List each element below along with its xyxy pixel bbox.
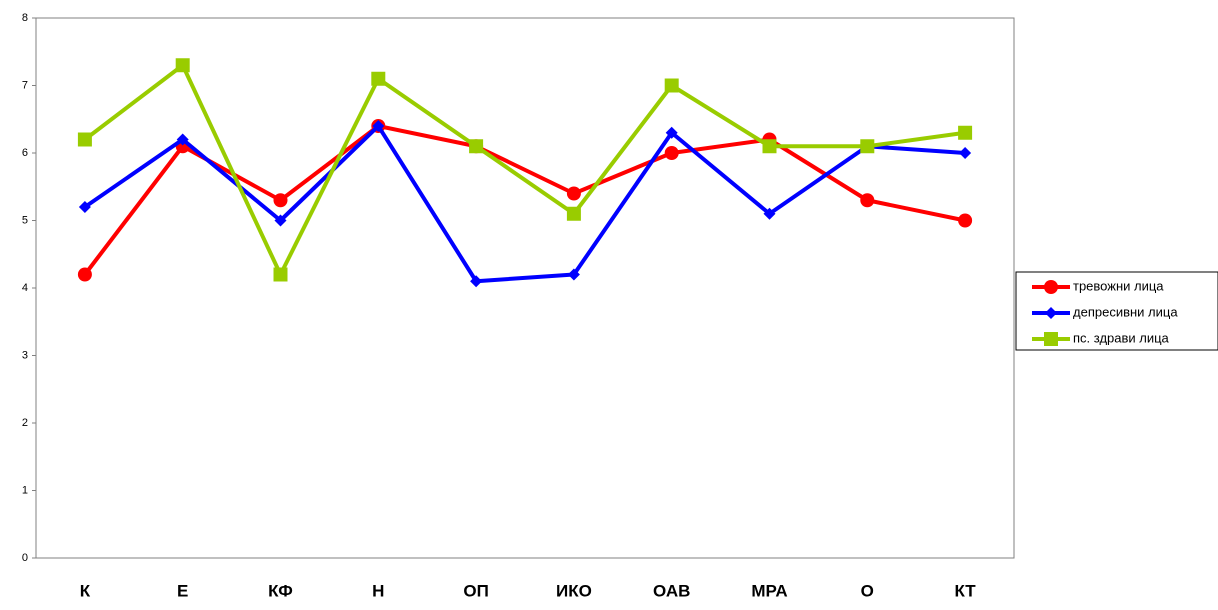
data-point: [77, 267, 92, 282]
data-point: [469, 139, 484, 154]
y-tick-label: 6: [22, 147, 28, 159]
data-point: [78, 201, 91, 213]
data-point: [958, 213, 973, 228]
x-tick-label: МРА: [751, 581, 787, 600]
y-tick-label: 8: [22, 12, 28, 24]
x-tick-label: КФ: [268, 581, 293, 600]
y-tick-label: 4: [22, 282, 28, 294]
data-point: [664, 78, 679, 93]
data-point: [273, 193, 288, 208]
data-point: [567, 268, 580, 281]
data-point: [664, 146, 679, 160]
legend-marker: [1044, 280, 1058, 294]
x-tick-label: К: [80, 581, 91, 600]
y-tick-label: 7: [22, 79, 28, 91]
x-tick-label: Н: [372, 581, 384, 600]
data-point: [274, 214, 287, 227]
y-tick-label: 1: [22, 484, 28, 496]
legend-label: пс. здрави лица: [1073, 330, 1170, 345]
data-point: [176, 133, 189, 146]
legend-marker: [1044, 332, 1058, 346]
data-point: [860, 139, 875, 154]
y-tick-label: 2: [22, 417, 28, 429]
x-tick-label: Е: [177, 581, 188, 600]
series-line: [83, 124, 966, 284]
legend-label: депресивни лица: [1073, 304, 1178, 319]
x-tick-label: ОАВ: [653, 581, 690, 600]
data-point: [566, 206, 581, 221]
data-point: [958, 125, 973, 140]
x-tick-label: ОП: [463, 581, 488, 600]
y-tick-label: 3: [22, 349, 28, 361]
x-tick-label: О: [861, 581, 874, 600]
data-point: [566, 186, 581, 201]
data-point: [959, 147, 972, 159]
data-point: [860, 193, 875, 208]
x-tick-label: ИКО: [556, 581, 592, 600]
data-point: [372, 120, 385, 132]
data-point: [665, 126, 678, 139]
series-line: [83, 63, 966, 277]
legend-marker: [1045, 307, 1057, 319]
data-point: [77, 132, 92, 147]
data-point: [273, 267, 288, 282]
data-point: [763, 207, 776, 220]
x-tick-label: КТ: [955, 581, 977, 600]
y-tick-label: 0: [22, 552, 28, 564]
data-point: [762, 139, 777, 154]
data-point: [470, 275, 483, 288]
legend-label: тревожни лица: [1073, 278, 1164, 293]
y-tick-label: 5: [22, 214, 28, 226]
data-point: [371, 71, 386, 86]
data-point: [175, 58, 190, 73]
